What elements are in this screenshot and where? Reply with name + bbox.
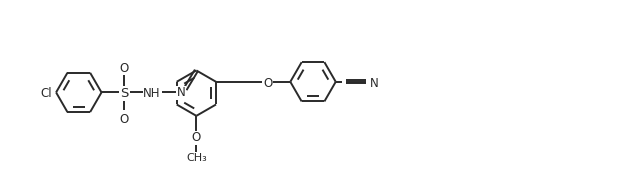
Text: O: O [263, 77, 272, 90]
Text: CH₃: CH₃ [186, 153, 207, 163]
Text: O: O [119, 62, 129, 75]
Text: N: N [177, 86, 185, 99]
Text: Cl: Cl [40, 87, 52, 101]
Text: O: O [119, 113, 129, 126]
Text: O: O [192, 131, 201, 144]
Text: NH: NH [143, 87, 161, 101]
Text: S: S [120, 87, 128, 101]
Text: N: N [370, 77, 379, 90]
